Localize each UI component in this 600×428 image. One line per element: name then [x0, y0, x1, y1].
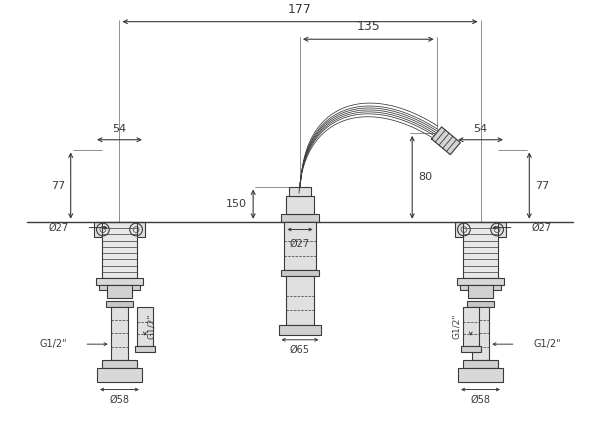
Bar [106, 301, 133, 306]
Text: Ø27: Ø27 [531, 223, 551, 232]
Bar [472, 306, 489, 360]
Text: G1/2": G1/2" [533, 339, 561, 349]
Text: G1/2": G1/2" [452, 313, 461, 339]
Text: 54: 54 [473, 124, 488, 134]
Bar [102, 360, 137, 368]
Bar [107, 285, 132, 298]
Bar [284, 222, 316, 270]
Text: G1/2": G1/2" [39, 339, 67, 349]
Bar [463, 222, 498, 278]
Bar [467, 301, 494, 306]
Bar [468, 285, 493, 298]
Text: 150: 150 [226, 199, 247, 209]
Bar [137, 306, 152, 346]
Bar [463, 306, 479, 346]
Bar [289, 187, 311, 196]
Bar [463, 360, 498, 368]
Text: 80: 80 [418, 172, 432, 182]
Text: Ø27: Ø27 [49, 223, 69, 232]
Polygon shape [431, 127, 460, 155]
Text: Ø27: Ø27 [290, 239, 310, 249]
Bar [461, 346, 481, 352]
Bar [102, 222, 137, 278]
Text: 135: 135 [356, 21, 380, 33]
Bar [96, 278, 143, 285]
Bar [135, 346, 155, 352]
Bar [468, 226, 493, 233]
Text: 77: 77 [535, 181, 550, 190]
Bar [281, 270, 319, 276]
Text: Ø65: Ø65 [290, 345, 310, 355]
Bar [107, 226, 132, 233]
Bar [281, 214, 319, 222]
Bar [111, 306, 128, 360]
Text: 177: 177 [288, 3, 312, 16]
Text: 77: 77 [50, 181, 65, 190]
Text: 54: 54 [112, 124, 127, 134]
Bar [458, 368, 503, 382]
Text: G1/2": G1/2" [147, 313, 156, 339]
Bar [99, 285, 140, 290]
Bar [278, 325, 322, 335]
Bar [455, 222, 506, 237]
Text: Ø58: Ø58 [470, 395, 491, 404]
Bar [97, 368, 142, 382]
Bar [286, 276, 314, 325]
Text: Ø58: Ø58 [109, 395, 130, 404]
Bar [286, 196, 314, 214]
Bar [94, 222, 145, 237]
Bar [457, 278, 504, 285]
Bar [460, 285, 501, 290]
